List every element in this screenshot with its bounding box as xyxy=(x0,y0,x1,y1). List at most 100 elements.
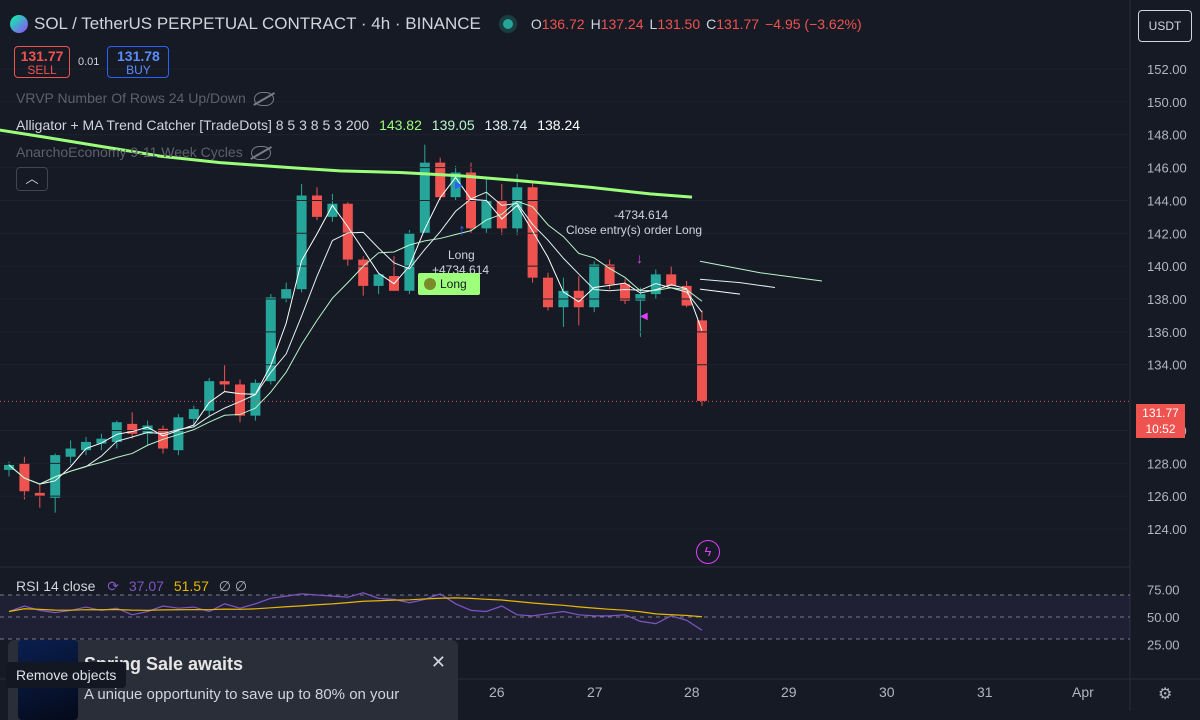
sell-button[interactable]: 131.77 SELL xyxy=(14,46,70,78)
close-trade-label: Close entry(s) order Long xyxy=(566,223,703,237)
indicator-alligator[interactable]: Alligator + MA Trend Catcher [TradeDots]… xyxy=(16,117,580,133)
candle-body xyxy=(250,382,261,416)
indicator-anarcho-label: AnarchoEconomy 9-11 Week Cycles xyxy=(16,144,243,160)
rsi-value: 37.07 xyxy=(128,578,164,594)
candle-body xyxy=(96,438,107,444)
ma-projection xyxy=(699,260,823,282)
price-tick: 150.00 xyxy=(1147,95,1187,110)
price-axis[interactable]: 152.00 150.00 148.00 146.00 144.00 142.00 140.… xyxy=(1147,62,1187,537)
time-tick: 30 xyxy=(879,684,895,700)
open-value: 136.72 xyxy=(541,16,585,32)
sell-label: SELL xyxy=(27,63,57,77)
alligator-value-2: 139.05 xyxy=(431,117,475,133)
buy-label: BUY xyxy=(126,63,151,77)
price-tick: 134.00 xyxy=(1147,358,1187,373)
trade-panel: 131.77 SELL 0.01 131.78 BUY xyxy=(14,46,170,78)
candle-body xyxy=(697,320,707,401)
rsi-pane[interactable]: 75.00 50.00 25.00 xyxy=(0,583,1180,653)
candle-body xyxy=(81,441,91,451)
rsi-band xyxy=(0,595,1130,639)
price-tick: 136.00 xyxy=(1147,325,1187,340)
chevron-up-icon: ︿ xyxy=(25,171,39,186)
low-key: L xyxy=(649,16,658,32)
last-price-value: 131.77 xyxy=(1142,406,1179,420)
close-key: C xyxy=(706,16,717,32)
symbol-title[interactable]: SOL / TetherUS PERPETUAL CONTRACT · 4h ·… xyxy=(34,14,481,33)
close-trade-value: -4734.614 xyxy=(614,208,669,222)
price-tick: 126.00 xyxy=(1147,489,1187,504)
candle-body xyxy=(435,162,446,198)
candle-body xyxy=(650,274,661,295)
candle-body xyxy=(173,417,184,451)
candlestick-series[interactable] xyxy=(4,144,707,513)
indicator-alligator-label: Alligator + MA Trend Catcher [TradeDots]… xyxy=(16,117,370,133)
collapse-legend-button[interactable]: ︿ xyxy=(16,167,48,191)
currency-button[interactable]: USDT xyxy=(1138,10,1192,42)
price-tick: 140.00 xyxy=(1147,259,1187,274)
price-tick: 128.00 xyxy=(1147,456,1187,471)
last-price-tag: 131.77 10:52 xyxy=(1136,404,1185,438)
high-key: H xyxy=(590,16,601,32)
candle-body xyxy=(635,294,646,301)
ma-projection xyxy=(699,278,776,289)
rsi-ma-value: 51.57 xyxy=(173,578,209,594)
time-tick: 26 xyxy=(489,684,505,700)
candle-body xyxy=(373,274,384,286)
eye-hidden-icon[interactable] xyxy=(250,146,271,161)
candle-body xyxy=(419,162,430,234)
close-icon[interactable]: ✕ xyxy=(430,652,446,672)
indicator-lines xyxy=(0,68,1130,530)
candle-body xyxy=(404,233,415,291)
candle-body xyxy=(481,200,492,229)
symbol-logo-icon[interactable] xyxy=(10,15,28,33)
chart-header: SOL / TetherUS PERPETUAL CONTRACT · 4h ·… xyxy=(10,14,862,34)
rsi-legend[interactable]: RSI 14 close ⟳ 37.07 51.57 ∅ ∅ xyxy=(16,578,247,595)
sell-marker-icon: ◀ xyxy=(640,311,648,322)
remove-objects-tooltip: Remove objects xyxy=(6,662,127,688)
candle-body xyxy=(281,289,292,300)
indicator-vrvp-label: VRVP Number Of Rows 24 Up/Down xyxy=(16,90,246,106)
price-tick: 142.00 xyxy=(1147,226,1187,241)
ma-projection xyxy=(699,288,741,295)
candle-body xyxy=(527,187,538,278)
bar-countdown: 10:52 xyxy=(1145,422,1176,436)
long-entry-label: Long xyxy=(448,248,475,262)
rsi-tick: 75.00 xyxy=(1147,583,1180,598)
market-status-icon[interactable] xyxy=(502,19,513,29)
candle-body xyxy=(19,463,30,492)
buy-button[interactable]: 131.78 BUY xyxy=(107,46,170,78)
alligator-value-1: 143.82 xyxy=(379,117,422,133)
price-tick: 152.00 xyxy=(1147,62,1187,77)
sync-icon[interactable]: ⟳ xyxy=(107,578,119,594)
lightning-icon[interactable]: ϟ xyxy=(696,540,720,564)
price-tick: 146.00 xyxy=(1147,161,1187,176)
candle-body xyxy=(127,423,138,434)
rsi-line xyxy=(8,592,703,631)
candle-body xyxy=(296,195,307,290)
candle-body xyxy=(450,172,461,198)
candle-body xyxy=(158,428,168,449)
candle-body xyxy=(188,409,199,419)
settings-icon[interactable]: ⚙ xyxy=(1158,686,1173,703)
eye-hidden-icon[interactable] xyxy=(253,92,274,107)
change-value: −4.95 (−3.62%) xyxy=(765,16,862,32)
moving-average-line xyxy=(8,176,703,485)
long-position-badge[interactable]: Long xyxy=(418,273,480,295)
time-tick: 28 xyxy=(684,684,700,700)
candle-body xyxy=(681,285,692,306)
candle-body xyxy=(219,381,230,385)
indicator-anarcho[interactable]: AnarchoEconomy 9-11 Week Cycles xyxy=(16,144,271,161)
candle-body xyxy=(358,259,369,286)
arrow-up-icon: ↑ xyxy=(458,222,466,239)
moving-average-line xyxy=(8,191,703,485)
price-tick: 124.00 xyxy=(1147,522,1187,537)
indicator-vrvp[interactable]: VRVP Number Of Rows 24 Up/Down xyxy=(16,90,274,107)
alligator-value-3: 138.74 xyxy=(484,117,528,133)
low-value: 131.50 xyxy=(657,16,701,32)
rsi-extra: ∅ ∅ xyxy=(218,578,248,594)
candle-body xyxy=(142,425,153,434)
candle-body xyxy=(312,195,322,217)
candle-body xyxy=(604,264,615,285)
close-value: 131.77 xyxy=(716,16,760,32)
